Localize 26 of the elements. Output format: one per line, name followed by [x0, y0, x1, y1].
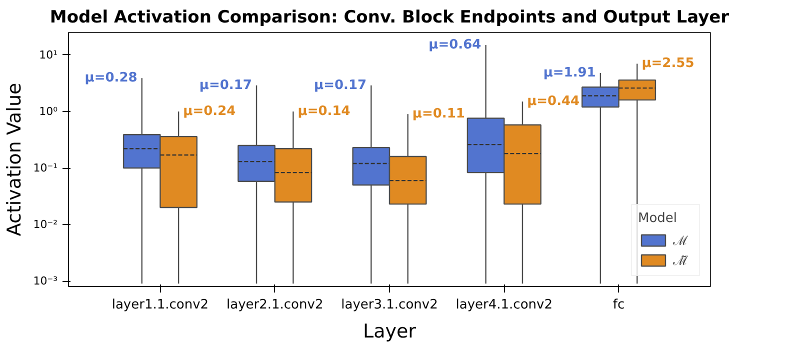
annotation: μ=1.91: [543, 66, 596, 80]
legend-label: ℳ̃: [673, 252, 689, 269]
y-tick-label: 10⁻²: [33, 218, 58, 232]
annotation: μ=0.14: [298, 104, 350, 119]
annotation: μ=2.55: [642, 56, 694, 72]
annotation: μ=0.17: [199, 78, 252, 93]
annotation: μ=0.11: [412, 106, 465, 122]
annotation: μ=0.28: [84, 70, 138, 86]
legend-title: Model: [638, 211, 678, 226]
y-tick-label: 10⁻³: [33, 274, 58, 288]
y-tick-label: 10⁻¹: [33, 162, 58, 175]
y-axis-title: Activation Value: [3, 82, 26, 236]
x-tick-label: fc: [612, 298, 625, 312]
y-tick-label: 10⁰: [39, 104, 58, 118]
annotation: μ=0.64: [428, 38, 482, 53]
x-tick-label: layer3.1.conv2: [341, 298, 438, 312]
x-tick-label: layer4.1.conv2: [456, 298, 553, 312]
annotation: μ=0.24: [183, 104, 236, 119]
chart-title: Model Activation Comparison: Conv. Block Endpoints and Output Layer: [50, 8, 730, 28]
x-axis-title: Layer: [363, 320, 416, 342]
x-tick-label: layer2.1.conv2: [226, 298, 324, 312]
legend-label: ℳ: [673, 232, 689, 249]
x-tick-label: layer1.1.conv2: [112, 298, 209, 312]
annotation: μ=0.17: [314, 78, 367, 93]
annotation: μ=0.44: [527, 94, 580, 110]
y-tick-label: 10¹: [39, 48, 58, 62]
